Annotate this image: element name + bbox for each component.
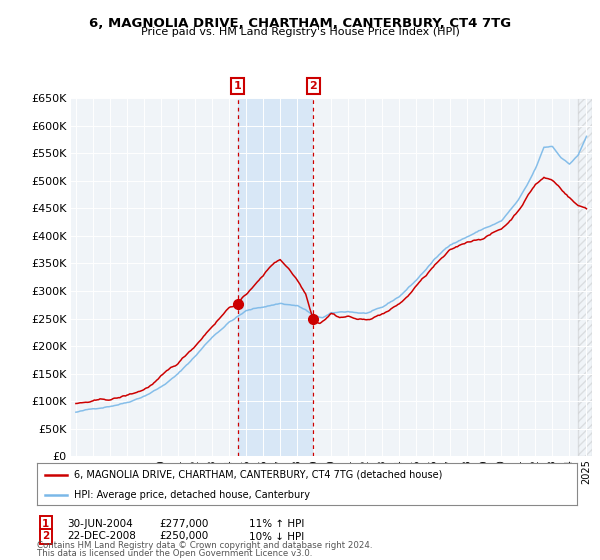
Text: This data is licensed under the Open Government Licence v3.0.: This data is licensed under the Open Gov…	[37, 549, 313, 558]
Text: 1: 1	[42, 519, 49, 529]
Text: 30-JUN-2004: 30-JUN-2004	[67, 519, 133, 529]
Text: 10% ↓ HPI: 10% ↓ HPI	[249, 531, 304, 542]
Text: Price paid vs. HM Land Registry's House Price Index (HPI): Price paid vs. HM Land Registry's House …	[140, 27, 460, 37]
Text: 2: 2	[310, 81, 317, 91]
Text: HPI: Average price, detached house, Canterbury: HPI: Average price, detached house, Cant…	[74, 489, 310, 500]
Text: £250,000: £250,000	[159, 531, 208, 542]
Text: £277,000: £277,000	[159, 519, 208, 529]
Text: 6, MAGNOLIA DRIVE, CHARTHAM, CANTERBURY, CT4 7TG (detached house): 6, MAGNOLIA DRIVE, CHARTHAM, CANTERBURY,…	[74, 470, 442, 480]
Text: 22-DEC-2008: 22-DEC-2008	[67, 531, 136, 542]
Text: 11% ↑ HPI: 11% ↑ HPI	[249, 519, 304, 529]
Text: 6, MAGNOLIA DRIVE, CHARTHAM, CANTERBURY, CT4 7TG: 6, MAGNOLIA DRIVE, CHARTHAM, CANTERBURY,…	[89, 17, 511, 30]
Text: Contains HM Land Registry data © Crown copyright and database right 2024.: Contains HM Land Registry data © Crown c…	[37, 541, 373, 550]
Text: 2: 2	[42, 531, 49, 542]
Bar	[238, 98, 313, 456]
Bar	[578, 98, 592, 456]
Text: 1: 1	[234, 81, 241, 91]
